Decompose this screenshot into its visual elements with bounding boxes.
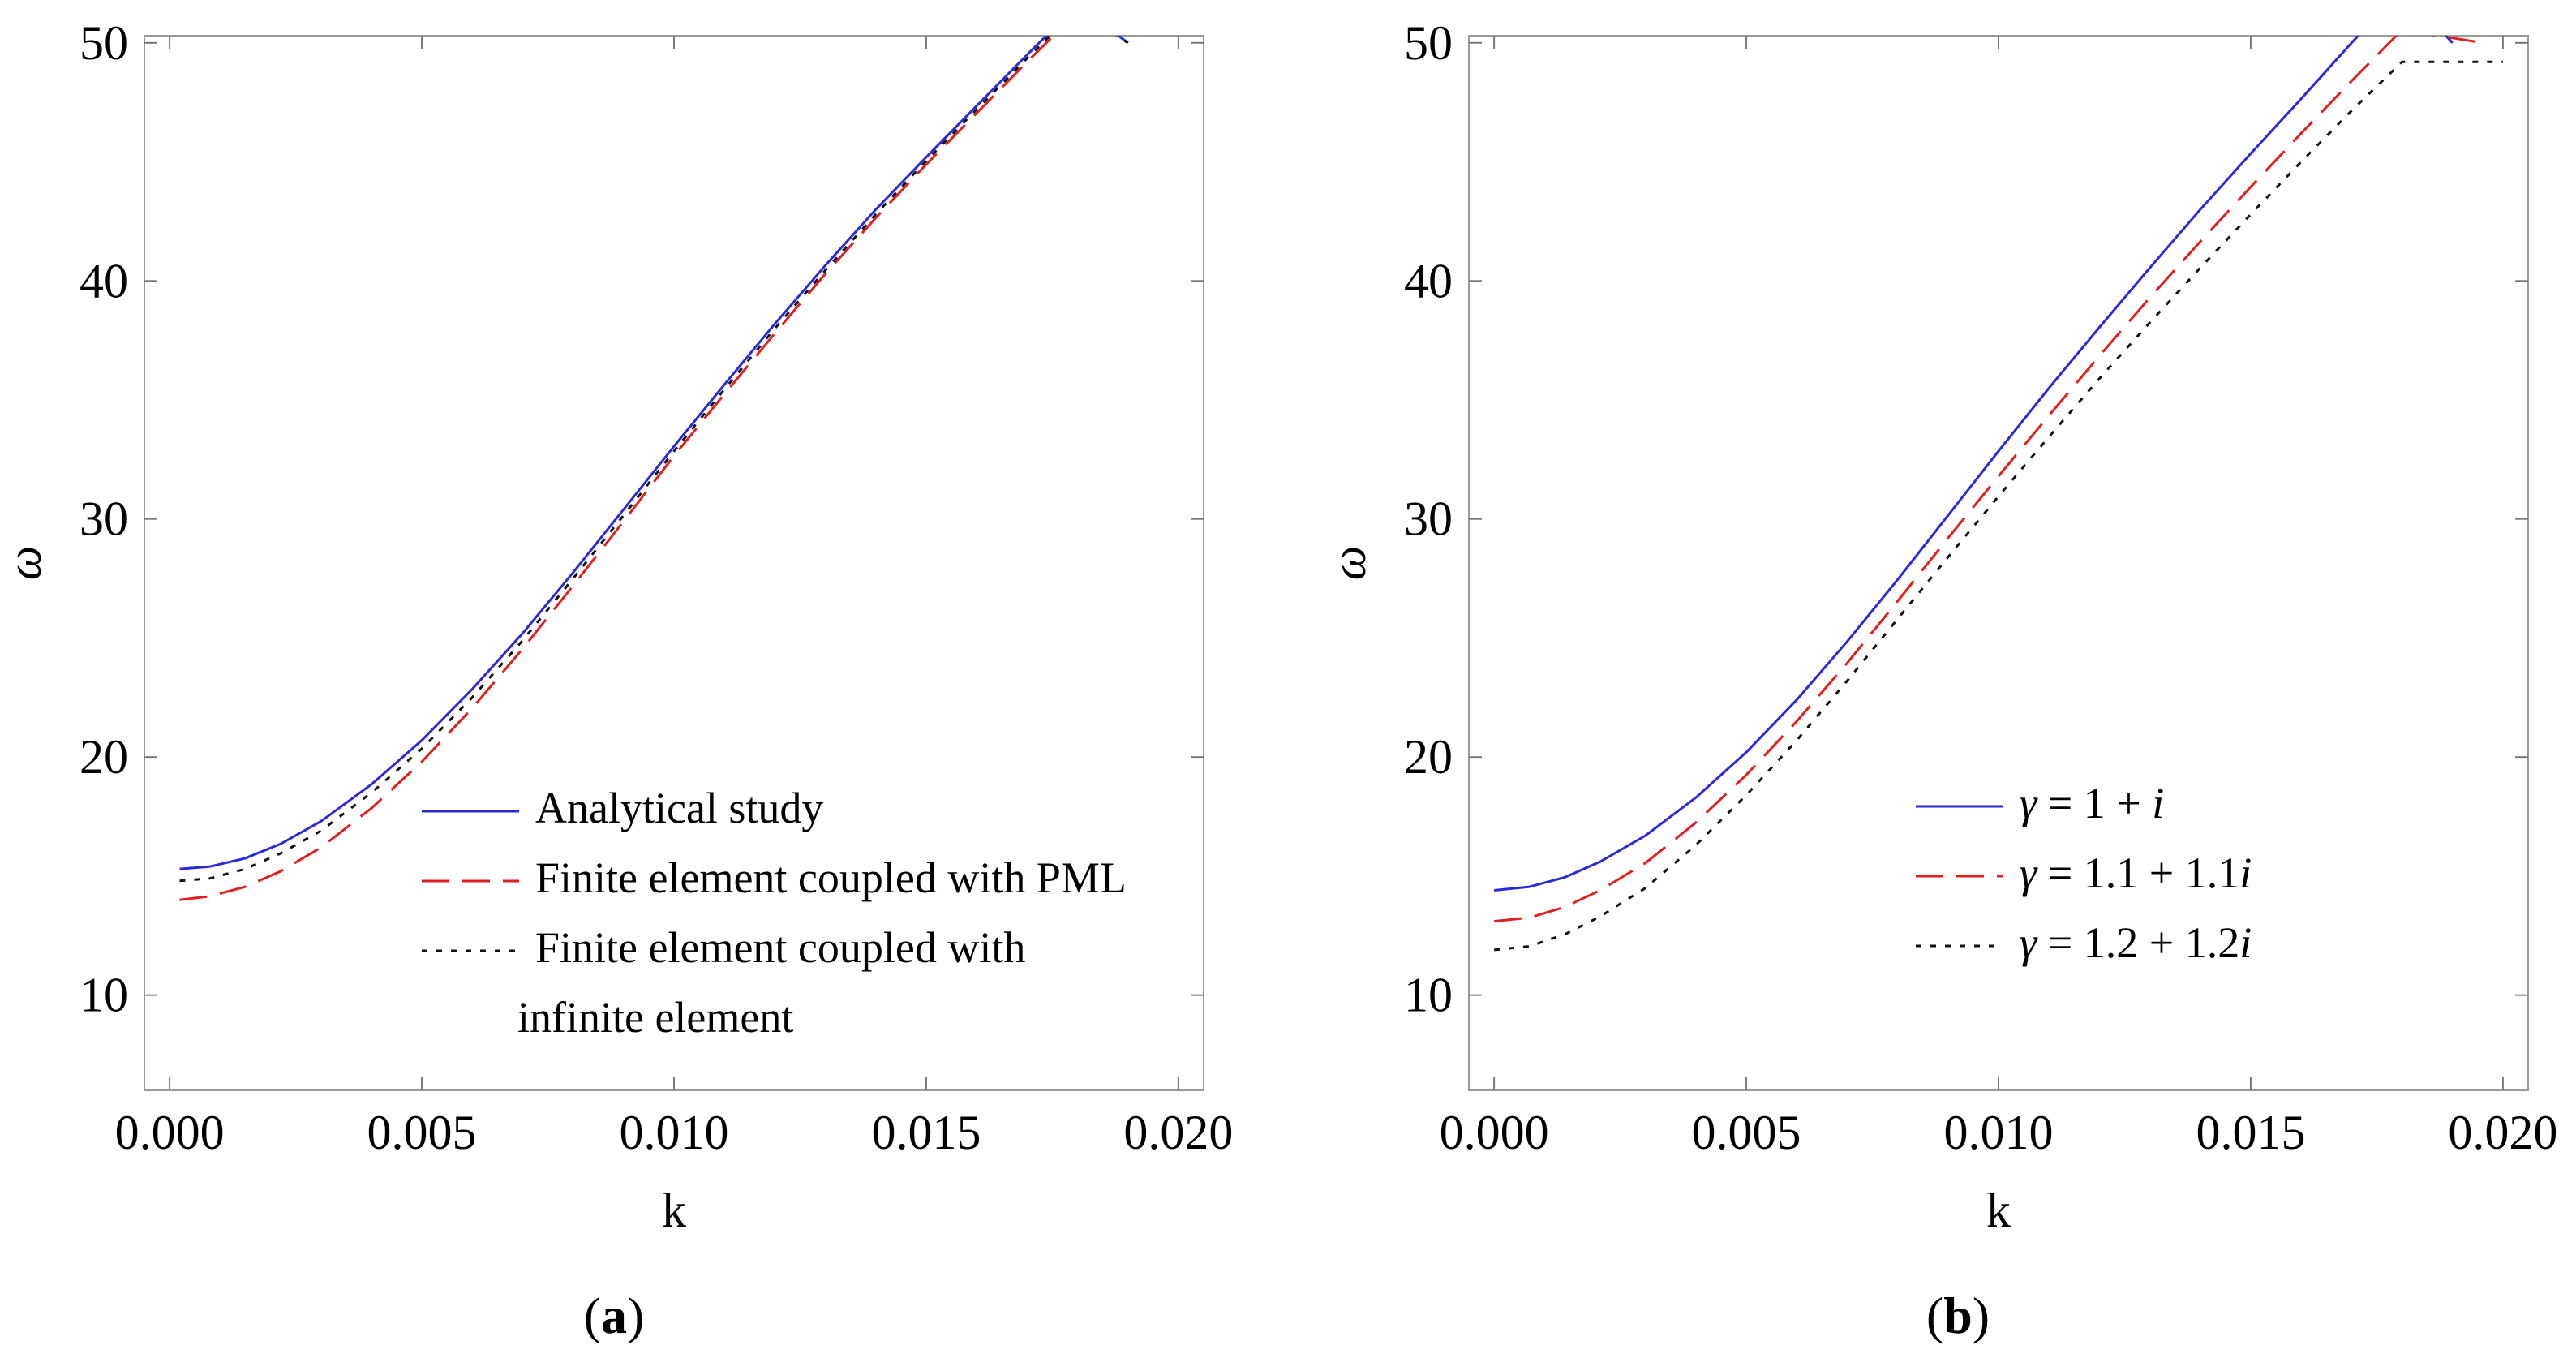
y-tick-label: 40: [79, 254, 128, 307]
x-tick-label: 0.020: [1123, 1106, 1233, 1159]
x-tick-label: 0.015: [871, 1106, 981, 1159]
caption-b: (b): [1926, 1287, 1990, 1344]
legend-label-2: γ = 1.1 + 1.1i: [2020, 849, 2252, 897]
y-tick-label: 20: [79, 730, 128, 784]
legend: γ = 1 + i γ = 1.1 + 1.1i γ = 1.2 + 1.2i: [1916, 779, 2252, 967]
series-line-3: [1493, 60, 2503, 952]
y-axis-title: ω: [1322, 546, 1376, 580]
plot-frame: [1468, 35, 2529, 1091]
y-tick-label: 40: [1404, 254, 1453, 307]
x-tick-label: 0.015: [2196, 1106, 2305, 1159]
x-tick-label: 0.020: [2448, 1106, 2557, 1159]
x-axis-title: k: [1986, 1184, 2011, 1237]
caption-b-close: ): [1973, 1287, 1990, 1344]
caption-b-open: (: [1926, 1287, 1943, 1344]
x-tick-label: 0.010: [1944, 1106, 2054, 1159]
y-tick-label: 50: [79, 16, 128, 70]
series-line-2: [1493, 36, 2484, 923]
legend-label-1: γ = 1 + i: [2020, 779, 2164, 827]
legend-label-2: Finite element coupled with PML: [535, 853, 1127, 902]
legend-label-3: γ = 1.2 + 1.2i: [2020, 918, 2252, 967]
y-axis-title: ω: [0, 546, 51, 580]
x-tick-label: 0.000: [1440, 1106, 1549, 1159]
caption-b-letter: b: [1943, 1287, 1973, 1344]
x-tick-label: 0.000: [115, 1106, 225, 1159]
y-tick-label: 10: [1404, 969, 1453, 1022]
legend-label-1: Analytical study: [535, 784, 823, 832]
x-tick-label: 0.005: [367, 1106, 477, 1159]
y-tick-label: 30: [1404, 492, 1453, 546]
caption-a-open: (: [584, 1287, 601, 1344]
series-line-1: [179, 36, 1129, 870]
y-tick-label: 10: [79, 969, 128, 1022]
x-axis-title: k: [662, 1184, 686, 1237]
caption-a: (a): [584, 1287, 645, 1344]
caption-a-close: ): [627, 1287, 644, 1344]
chart-panel-b: 0.000 0.005 0.010 0.015 0.020 10 20 30 40 50 k ω γ =…: [1322, 16, 2557, 1237]
caption-a-letter: a: [601, 1287, 627, 1344]
legend-label-3: Finite element coupled with: [535, 923, 1025, 972]
y-tick-label: 20: [1404, 730, 1453, 784]
series-line-3: [179, 36, 1129, 883]
x-tick-label: 0.005: [1692, 1106, 1801, 1159]
y-tick-label: 50: [1404, 16, 1453, 70]
x-tick-label: 0.010: [620, 1106, 729, 1159]
series-line-2: [179, 36, 1129, 901]
chart-panel-a: 0.000 0.005 0.010 0.015 0.020 10 20 30 40 50 k ω Ana…: [0, 16, 1233, 1237]
legend-label-3: infinite element: [517, 993, 793, 1042]
y-tick-label: 30: [79, 492, 128, 546]
series-line-1: [1493, 36, 2454, 892]
legend: Analytical study Finite element coupled w…: [422, 784, 1127, 1042]
